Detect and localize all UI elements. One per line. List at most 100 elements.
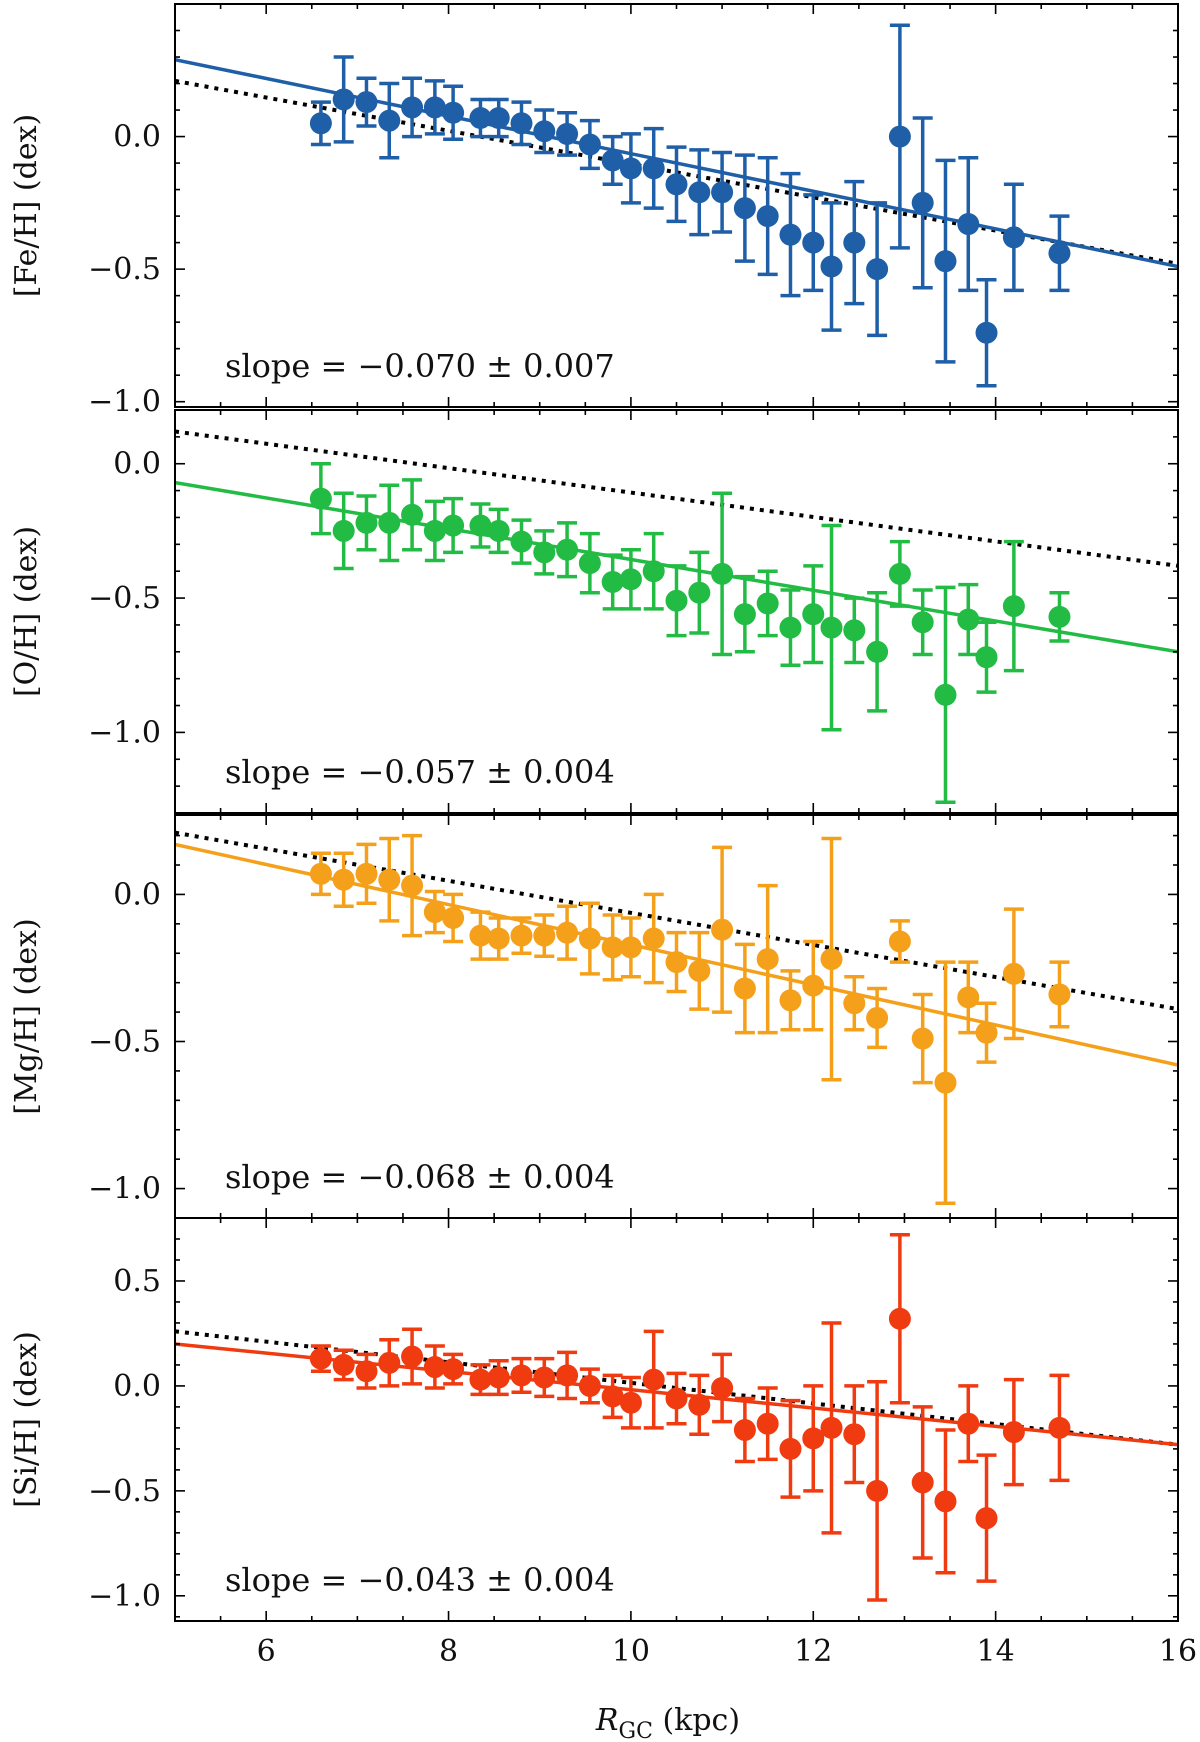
point-marker [332,88,355,111]
point-marker [578,927,601,950]
point-marker [911,191,934,214]
data-point [556,904,579,961]
data-point [309,851,332,897]
point-marker [756,592,779,615]
data-point [843,1384,866,1485]
data-point [1048,1373,1071,1483]
data-point [619,547,642,611]
panel-4: 0.5 0.0 −0.5 −1.0 [Si/H] (dex) slope = −0.043… [9,1217,1179,1622]
panel-3: 0.0 −0.5 −1.0 [Mg/H] (dex) slope = −0.068 ± … [9,814,1179,1219]
data-point [533,529,556,576]
point-marker [934,1071,957,1094]
point-marker [802,1427,825,1450]
data-point [601,913,624,982]
y-tick-label: −0.5 [88,1474,161,1509]
point-marker [601,936,624,959]
data-point [487,916,510,961]
data-point [975,620,998,694]
data-point [975,1453,998,1583]
data-point [733,153,756,263]
data-point [711,845,734,1014]
data-point [779,171,802,298]
data-point [601,134,624,187]
data-point [423,499,446,563]
data-point [843,179,866,306]
data-point [487,507,510,555]
data-point [578,901,601,976]
point-marker [533,1366,556,1389]
data-point [401,76,424,139]
point-marker [866,1479,889,1502]
point-marker [688,1393,711,1416]
data-point [756,883,779,1035]
data-point [843,975,866,1032]
data-point [756,569,779,638]
point-marker [332,868,355,891]
point-marker [711,181,734,204]
y-tick-label: −0.5 [88,1025,161,1060]
point-marker [911,1027,934,1050]
point-marker [934,250,957,273]
point-marker [779,989,802,1012]
point-marker [802,231,825,254]
panel-4-plot-area [175,1233,1178,1602]
point-marker [843,619,866,642]
data-point [442,84,465,141]
point-marker [688,959,711,982]
point-marker [843,1423,866,1446]
data-point [934,1428,957,1575]
panel-2-plot-area [175,429,1178,805]
point-marker [601,149,624,172]
point-marker [642,1368,665,1391]
point-marker [487,519,510,542]
data-point [665,145,688,224]
point-marker [756,948,779,971]
data-point [911,588,934,657]
slope-annotation: slope = −0.070 ± 0.007 [225,347,615,385]
point-marker [733,977,756,1000]
data-point [510,916,533,956]
point-marker [688,581,711,604]
data-point [556,1350,579,1401]
point-marker [601,1385,624,1408]
point-marker [578,133,601,156]
data-point [355,842,378,905]
point-marker [820,255,843,278]
point-marker [309,1347,332,1370]
point-marker [756,1412,779,1435]
data-point [642,126,665,210]
data-point [442,496,465,555]
point-marker [665,1387,688,1410]
slope-annotation: slope = −0.043 ± 0.004 [225,1561,615,1599]
point-marker [378,511,401,534]
x-axis-label: RGC (kpc) [595,1703,740,1742]
point-marker [556,921,579,944]
point-marker [843,231,866,254]
y-tick-label: −0.5 [88,252,161,287]
data-point [1002,182,1025,293]
data-point [911,1405,934,1560]
data-point [733,942,756,1035]
point-marker [1048,1416,1071,1439]
y-tick-label: −1.0 [88,1579,161,1614]
x-tick-label: 6 [257,1634,276,1669]
data-point [665,1371,688,1426]
data-point [601,553,624,611]
data-point [401,1327,424,1386]
data-point [442,892,465,944]
point-marker [469,1368,492,1391]
panel-1: 0.0 −0.5 −1.0 [Fe/H] (dex) slope = −0.070 ± … [9,3,1179,420]
y-tick-label: 0.0 [113,120,161,155]
x-tick-label: 10 [612,1634,650,1669]
y-tick-label: −1.0 [88,715,161,750]
x-tick-label: 16 [1159,1634,1197,1669]
panel-3-plot-area [175,830,1178,1206]
data-point [779,1398,802,1499]
x-tick-label: 12 [794,1634,832,1669]
data-point [820,201,843,332]
point-marker [642,157,665,180]
data-point [957,582,980,657]
point-marker [888,930,911,953]
point-marker [469,107,492,130]
slope-annotation: slope = −0.068 ± 0.004 [225,1158,615,1196]
